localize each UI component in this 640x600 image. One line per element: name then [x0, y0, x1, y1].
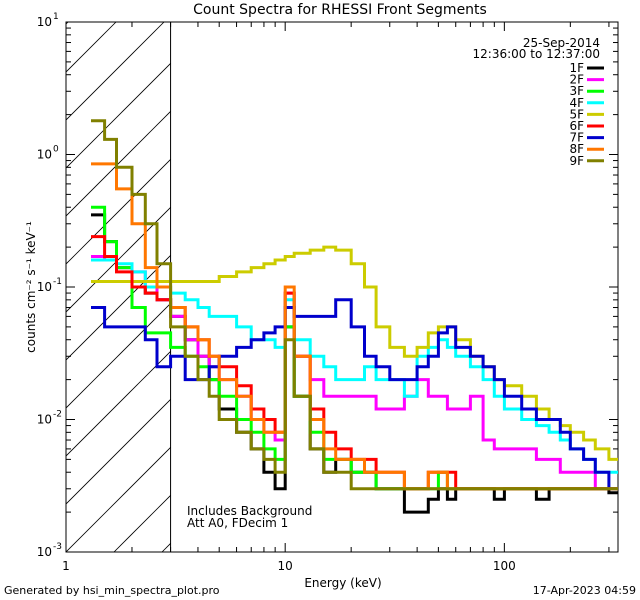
date-label: 25-Sep-2014 [523, 36, 600, 50]
legend-label-2F: 2F [569, 73, 584, 87]
hatch-line [594, 0, 640, 552]
x-tick-label: 10 [278, 559, 293, 573]
hatch-line [66, 62, 171, 169]
excluded-region-hatch [0, 0, 640, 552]
y-tick-label-exponent: 1 [53, 12, 59, 22]
series-lines [91, 119, 618, 514]
y-tick-label: 10 [37, 148, 52, 162]
y-axis-title: counts cm⁻² s⁻¹ keV⁻¹ [24, 221, 38, 353]
hatch-line [66, 22, 69, 25]
series-line-5F [91, 245, 618, 461]
annotation-attenuator: Att A0, FDecim 1 [187, 516, 288, 530]
hatch-line [66, 254, 171, 361]
hatch-line [66, 398, 171, 505]
time-range-label: 12:36:00 to 12:37:00 [473, 47, 600, 61]
y-tick-label: 10 [37, 545, 52, 559]
hatch-line [0, 0, 2, 552]
hatch-line [66, 22, 117, 73]
series-line-7F [91, 298, 618, 491]
legend-label-9F: 9F [569, 154, 584, 168]
legend-label-8F: 8F [569, 142, 584, 156]
hatch-line [66, 22, 165, 121]
legend-label-4F: 4F [569, 96, 584, 110]
legend-label-7F: 7F [569, 131, 584, 145]
x-tick-label: 100 [493, 559, 516, 573]
y-tick-label: 10 [37, 280, 52, 294]
y-tick-label-exponent: -1 [53, 277, 62, 287]
legend-label-5F: 5F [569, 107, 584, 121]
legend-label-1F: 1F [569, 61, 584, 75]
y-tick-label: 10 [37, 413, 52, 427]
hatch-line [66, 446, 171, 552]
legend-label-6F: 6F [569, 119, 584, 133]
hatch-line [66, 302, 171, 409]
hatch-line [66, 158, 171, 265]
hatch-line [402, 0, 640, 552]
chart-title: Count Spectra for RHESSI Front Segments [193, 2, 487, 18]
y-tick-label-exponent: -3 [53, 542, 62, 552]
hatch-line [66, 206, 171, 313]
x-tick-label: 1 [62, 559, 70, 573]
generated-date-label: 17-Apr-2023 04:59 [533, 584, 636, 597]
annotation-background: Includes Background [187, 504, 312, 518]
y-tick-label: 10 [37, 15, 52, 29]
hatch-line [306, 0, 640, 552]
y-tick-label-exponent: -2 [53, 410, 62, 420]
y-tick-label-exponent: 0 [53, 145, 59, 155]
x-axis-title: Energy (keV) [304, 576, 381, 590]
series-line-3F [91, 205, 618, 491]
hatch-line [354, 0, 640, 552]
hatch-line [450, 0, 640, 552]
legend-label-3F: 3F [569, 84, 584, 98]
series-line-9F [91, 119, 618, 491]
generated-by-label: Generated by hsi_min_spectra_plot.pro [4, 584, 220, 597]
